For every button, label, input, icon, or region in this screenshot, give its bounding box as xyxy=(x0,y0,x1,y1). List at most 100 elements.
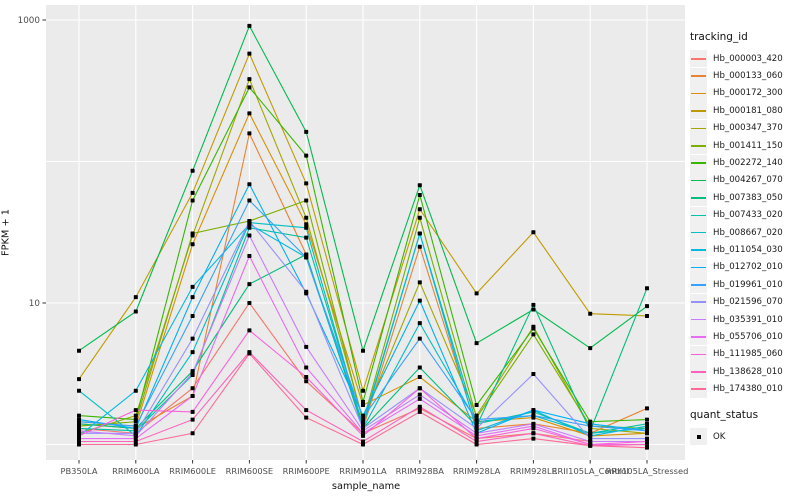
legend-key-icon xyxy=(690,67,707,85)
legend-entry-label: Hb_174380_010 xyxy=(713,384,783,395)
data-point xyxy=(361,348,365,353)
data-point xyxy=(190,350,195,355)
data-point xyxy=(417,207,422,212)
data-point xyxy=(190,394,195,399)
legend-entry-label: Hb_007433_020 xyxy=(713,210,783,221)
data-point xyxy=(304,215,309,220)
legend-entry: Hb_111985_060 xyxy=(690,345,798,363)
data-point xyxy=(417,298,422,303)
data-point xyxy=(77,433,81,438)
data-point xyxy=(645,442,649,447)
data-point xyxy=(417,404,422,409)
point-legend-title: quant_status xyxy=(690,408,759,421)
legend-key-icon xyxy=(690,137,707,155)
point-legend-entry: OK xyxy=(690,428,798,445)
x-tick-label: RRIM928LA xyxy=(453,466,501,476)
data-point xyxy=(417,231,422,236)
data-points xyxy=(77,23,649,450)
data-point xyxy=(304,222,309,227)
point-legend: quant_status OK xyxy=(690,409,798,445)
data-point xyxy=(531,436,536,441)
data-point xyxy=(190,231,195,236)
data-point xyxy=(531,230,536,235)
legend-title: tracking_id xyxy=(690,31,748,43)
legend-entry: Hb_174380_010 xyxy=(690,380,798,398)
data-point xyxy=(645,417,649,422)
data-point xyxy=(361,421,365,426)
data-point xyxy=(133,413,138,418)
data-point xyxy=(77,348,81,353)
data-point xyxy=(645,424,649,429)
legend-key-icon xyxy=(690,102,707,120)
data-point xyxy=(417,244,422,249)
data-point xyxy=(474,341,479,346)
legend-entry-label: Hb_002272_140 xyxy=(713,158,783,169)
data-point xyxy=(190,371,195,376)
legend-key-icon xyxy=(690,328,707,346)
data-point xyxy=(417,392,422,397)
legend-entry: Hb_008667_020 xyxy=(690,224,798,242)
data-point xyxy=(133,309,138,314)
data-point xyxy=(361,415,365,420)
data-point xyxy=(304,374,309,379)
data-point xyxy=(190,386,195,391)
data-point xyxy=(190,168,195,173)
legend-key-icon xyxy=(690,119,707,137)
data-point xyxy=(645,445,649,450)
data-point xyxy=(190,417,195,422)
data-point xyxy=(531,371,536,376)
data-point xyxy=(77,419,81,424)
data-point xyxy=(304,415,309,420)
legend-entry-label: Hb_035391_010 xyxy=(713,314,783,325)
data-point xyxy=(133,295,138,300)
legend-entry: Hb_011054_030 xyxy=(690,241,798,259)
data-point xyxy=(190,242,195,247)
data-point xyxy=(645,406,649,411)
data-point xyxy=(304,289,309,294)
legend-key-icon xyxy=(690,84,707,102)
legend-entry: Hb_019961_010 xyxy=(690,276,798,294)
legend-entry: Hb_001411_150 xyxy=(690,137,798,155)
data-point xyxy=(77,442,81,447)
y-axis-title: FPKM + 1 xyxy=(0,208,12,257)
data-point xyxy=(133,442,138,447)
data-point xyxy=(247,131,252,136)
data-point xyxy=(190,336,195,341)
data-point xyxy=(247,328,252,333)
legend-entry: Hb_055706_010 xyxy=(690,328,798,346)
data-point xyxy=(304,129,309,134)
data-point xyxy=(77,388,81,393)
x-axis-title: sample_name xyxy=(331,481,401,492)
data-point xyxy=(531,302,536,307)
data-point xyxy=(247,301,252,305)
data-point xyxy=(361,399,365,404)
data-point xyxy=(474,417,479,422)
data-point xyxy=(531,413,536,418)
data-point xyxy=(588,346,593,351)
legend-entry: Hb_004267_070 xyxy=(690,171,798,189)
data-point xyxy=(304,181,309,186)
data-point xyxy=(247,182,252,187)
data-point xyxy=(133,424,138,429)
data-point xyxy=(304,198,309,203)
legend-key-icon xyxy=(690,311,707,329)
data-point xyxy=(247,85,252,90)
data-point xyxy=(190,198,195,203)
data-point xyxy=(588,443,593,448)
legend-key-icon xyxy=(690,154,707,172)
legend-entry-label: Hb_004267_070 xyxy=(713,175,783,186)
data-point xyxy=(417,386,422,391)
x-tick-label: RRIM928BA xyxy=(396,466,445,476)
data-point xyxy=(247,198,252,203)
y-tick-label: 10 xyxy=(29,299,41,309)
data-point xyxy=(247,282,252,287)
legend-entry-label: Hb_001411_150 xyxy=(713,140,783,151)
x-tick-label: RRIM600LA xyxy=(112,466,160,476)
legend-entry-label: Hb_011054_030 xyxy=(713,244,783,255)
data-point xyxy=(304,255,309,260)
data-point xyxy=(247,222,252,227)
data-point xyxy=(247,351,252,356)
data-point xyxy=(474,291,479,296)
